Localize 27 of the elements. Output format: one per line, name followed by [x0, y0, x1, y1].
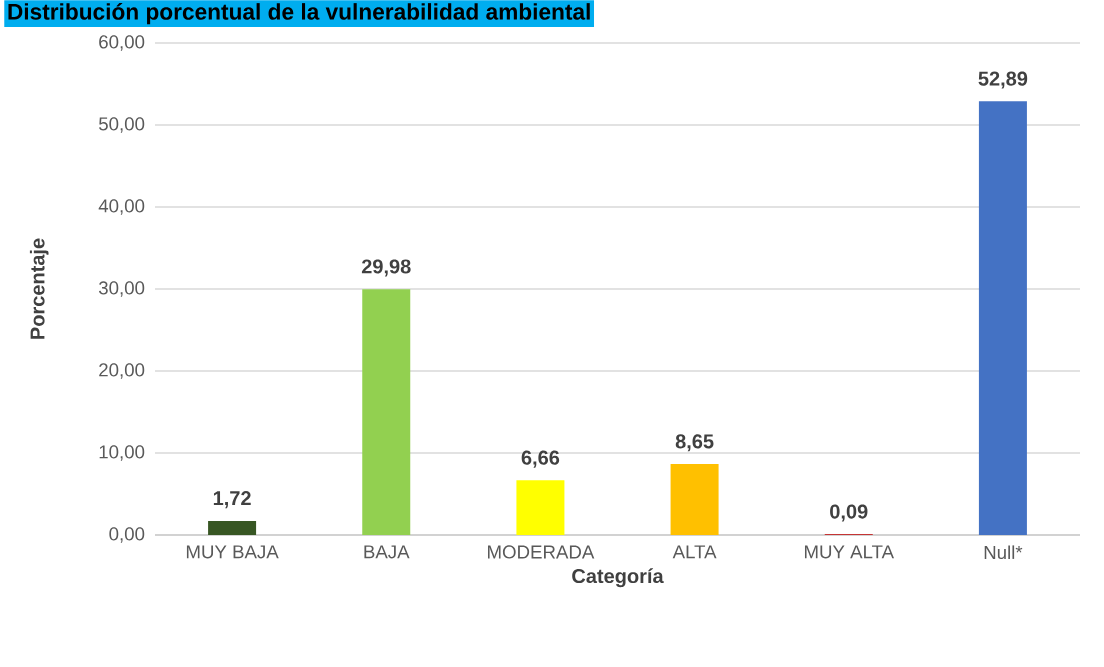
x-tick-label: MUY BAJA: [186, 545, 279, 559]
data-label: 8,65: [675, 434, 714, 452]
y-tick-label: 0,00: [109, 527, 145, 543]
bar: [670, 464, 719, 535]
y-tick-label: 30,00: [98, 281, 145, 297]
bar: [362, 289, 411, 535]
x-tick-label: MODERADA: [488, 545, 595, 559]
data-label: 0,09: [830, 504, 868, 522]
x-tick-label: ALTA: [672, 545, 717, 559]
y-tick-label: 20,00: [99, 363, 145, 379]
x-axis-title: Categoría: [572, 568, 664, 588]
x-tick-label: MUY ALTA: [804, 545, 895, 559]
x-tick-label: BAJA: [364, 545, 410, 559]
y-tick-label: 10,00: [99, 445, 145, 461]
y-tick-label: 40,00: [98, 199, 145, 215]
data-label: 29,98: [361, 259, 411, 277]
x-tick-label: Null*: [984, 545, 1023, 560]
data-label: 6,66: [521, 450, 560, 468]
bar: [208, 520, 257, 535]
chart-title: Distribución porcentual de la vulnerabilidad ambiental: [8, 2, 590, 25]
y-tick-label: 60,00: [99, 35, 145, 51]
bar: [516, 480, 565, 535]
data-label: 1,72: [213, 491, 251, 509]
data-label: 52,89: [978, 71, 1028, 89]
bar: [978, 101, 1027, 535]
y-tick-label: 50,00: [99, 117, 145, 133]
y-axis-title: Porcentaje: [29, 238, 49, 339]
